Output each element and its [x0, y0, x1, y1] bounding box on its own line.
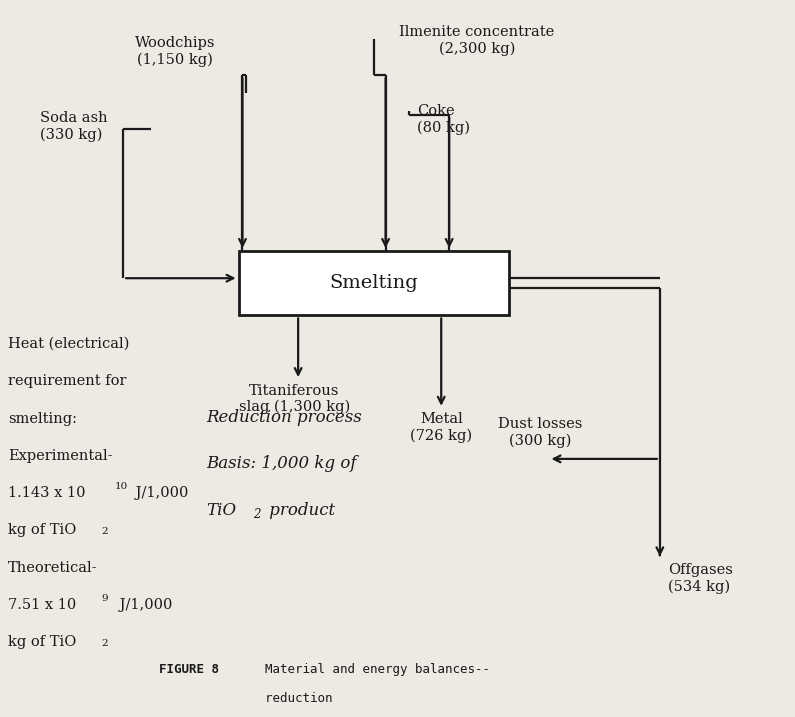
Text: Offgases
(534 kg): Offgases (534 kg): [668, 563, 733, 594]
Text: Material and energy balances--: Material and energy balances--: [250, 663, 491, 676]
Text: Dust losses
(300 kg): Dust losses (300 kg): [498, 417, 583, 448]
Text: Experimental-: Experimental-: [8, 449, 112, 463]
Text: 10: 10: [115, 482, 129, 491]
Text: Reduction process: Reduction process: [207, 409, 363, 426]
Text: 7.51 x 10: 7.51 x 10: [8, 598, 76, 612]
Text: 2: 2: [102, 639, 108, 648]
Bar: [238, 251, 509, 315]
Text: reduction: reduction: [250, 692, 333, 705]
Text: 2: 2: [253, 508, 260, 521]
Text: 1.143 x 10: 1.143 x 10: [8, 486, 85, 500]
Text: requirement for: requirement for: [8, 374, 126, 389]
Text: Smelting: Smelting: [329, 274, 418, 293]
Text: Metal
(726 kg): Metal (726 kg): [410, 412, 472, 443]
Text: Ilmenite concentrate
(2,300 kg): Ilmenite concentrate (2,300 kg): [399, 25, 555, 56]
Text: Heat (electrical): Heat (electrical): [8, 337, 130, 351]
Text: J/1,000: J/1,000: [115, 598, 173, 612]
Text: smelting:: smelting:: [8, 412, 77, 426]
Text: Basis: 1,000 kg of: Basis: 1,000 kg of: [207, 455, 357, 473]
Text: 9: 9: [102, 594, 108, 603]
Text: J/1,000: J/1,000: [131, 486, 188, 500]
Text: FIGURE 8: FIGURE 8: [159, 663, 219, 676]
Text: Coke
(80 kg): Coke (80 kg): [417, 104, 471, 135]
Text: kg of TiO: kg of TiO: [8, 523, 76, 538]
Text: product: product: [264, 502, 335, 519]
Text: Theoretical-: Theoretical-: [8, 561, 98, 575]
Text: Soda ash
(330 kg): Soda ash (330 kg): [40, 111, 107, 142]
Text: Titaniferous
slag (1,300 kg): Titaniferous slag (1,300 kg): [238, 384, 350, 414]
Text: TiO: TiO: [207, 502, 237, 519]
Text: 2: 2: [102, 527, 108, 536]
Text: Woodchips
(1,150 kg): Woodchips (1,150 kg): [134, 36, 215, 67]
Text: kg of TiO: kg of TiO: [8, 635, 76, 650]
